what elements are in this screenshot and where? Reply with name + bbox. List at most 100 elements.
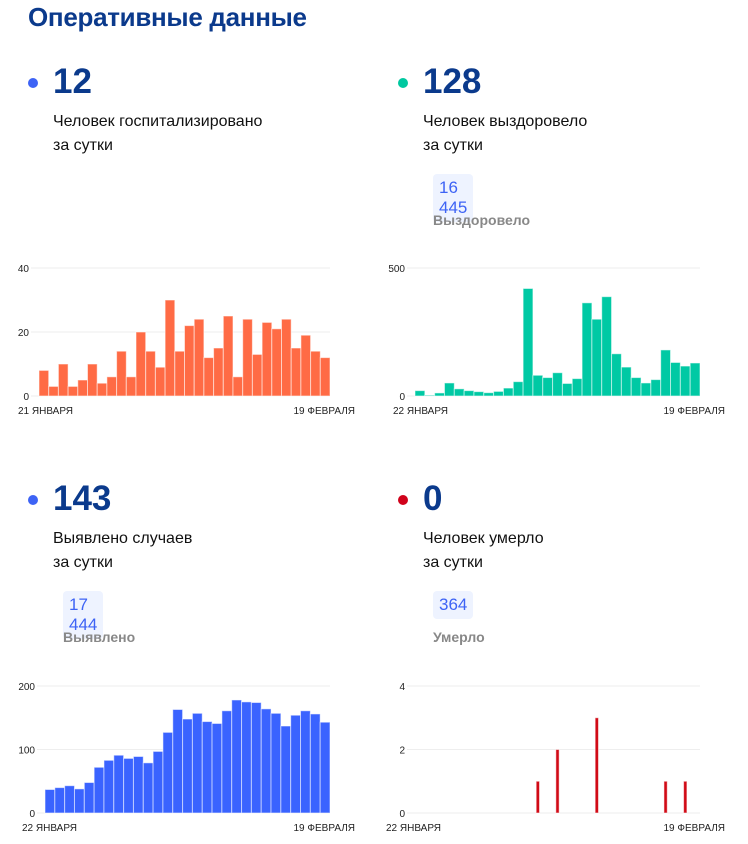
bar bbox=[290, 714, 302, 814]
bar bbox=[679, 365, 691, 397]
bar bbox=[67, 385, 79, 397]
bar bbox=[660, 349, 672, 397]
bar bbox=[48, 385, 59, 397]
bar bbox=[594, 717, 599, 814]
bar bbox=[280, 725, 292, 814]
total-badge: 364 bbox=[433, 591, 474, 619]
bar bbox=[443, 382, 455, 397]
bar bbox=[555, 749, 560, 814]
bar bbox=[213, 347, 224, 397]
dot-icon bbox=[28, 495, 38, 505]
x-end-label: 19 ФЕВРАЛЯ bbox=[293, 823, 355, 834]
total-badge: 17 444 bbox=[63, 591, 104, 639]
bar bbox=[77, 379, 89, 397]
bar bbox=[300, 710, 311, 814]
bar bbox=[493, 390, 504, 397]
bar bbox=[512, 381, 524, 397]
stat-description: Выявлено случаев за сутки bbox=[53, 527, 353, 575]
bar bbox=[193, 318, 205, 397]
desc-line: за сутки bbox=[53, 554, 113, 571]
stat-value: 0 bbox=[423, 479, 443, 518]
bar bbox=[201, 721, 213, 814]
stat-value: 128 bbox=[423, 62, 482, 101]
bar bbox=[242, 318, 253, 397]
bar bbox=[483, 392, 495, 397]
bar bbox=[142, 762, 154, 814]
y-tick-label: 0 bbox=[23, 392, 29, 403]
bar bbox=[135, 331, 147, 397]
bar bbox=[414, 390, 426, 397]
bar bbox=[453, 388, 465, 397]
bar bbox=[663, 780, 668, 814]
stat-value: 143 bbox=[53, 479, 112, 518]
page-title: Оперативные данные bbox=[28, 2, 307, 32]
bar bbox=[309, 713, 321, 814]
bar bbox=[251, 353, 263, 397]
bar bbox=[162, 731, 174, 814]
bar bbox=[260, 708, 272, 814]
bar bbox=[281, 318, 292, 397]
y-tick-label: 0 bbox=[399, 809, 405, 820]
bar bbox=[290, 347, 302, 397]
bar bbox=[125, 376, 137, 397]
stat-value: 12 bbox=[53, 62, 92, 101]
bar bbox=[222, 315, 234, 397]
x-end-label: 19 ФЕВРАЛЯ bbox=[663, 823, 725, 834]
bar bbox=[164, 299, 176, 397]
y-tick-label: 200 bbox=[18, 682, 35, 693]
total-label: Выявлено bbox=[63, 629, 136, 645]
desc-line: Выявлено случаев bbox=[53, 530, 193, 547]
dot-icon bbox=[398, 78, 408, 88]
bar bbox=[650, 379, 662, 397]
x-start-label: 22 ЯНВАРЯ bbox=[386, 823, 441, 834]
bar bbox=[116, 350, 127, 397]
bar-chart-1: 0 500 22 ЯНВАРЯ 19 ФЕВРАЛЯ bbox=[388, 264, 725, 417]
stat-description: Человек умерло за сутки bbox=[423, 527, 723, 575]
desc-line: за сутки bbox=[423, 554, 483, 571]
y-tick-label: 0 bbox=[29, 809, 35, 820]
bar bbox=[113, 754, 125, 814]
bar bbox=[154, 366, 166, 397]
bar bbox=[270, 712, 282, 814]
bar-chart-3: 0 2 4 22 ЯНВАРЯ 19 ФЕВРАЛЯ bbox=[386, 682, 725, 834]
bar bbox=[670, 361, 681, 397]
bar bbox=[300, 334, 312, 397]
bar bbox=[581, 302, 593, 397]
stat-description: Человек выздоровело за сутки bbox=[423, 110, 723, 158]
bar bbox=[535, 780, 541, 814]
bar bbox=[57, 363, 69, 397]
bar bbox=[561, 382, 573, 397]
bar bbox=[571, 378, 583, 397]
y-tick-label: 2 bbox=[399, 746, 405, 757]
bar bbox=[221, 710, 233, 814]
y-tick-label: 500 bbox=[388, 264, 405, 275]
bar bbox=[502, 387, 514, 397]
bar bbox=[463, 390, 475, 397]
bar bbox=[532, 374, 544, 397]
bar bbox=[424, 394, 436, 397]
bar bbox=[182, 718, 193, 814]
bar bbox=[44, 789, 56, 814]
bar bbox=[473, 391, 485, 397]
bar bbox=[319, 357, 331, 397]
x-end-label: 19 ФЕВРАЛЯ bbox=[663, 406, 725, 417]
y-tick-label: 4 bbox=[399, 682, 405, 693]
bar bbox=[271, 328, 282, 397]
x-end-label: 19 ФЕВРАЛЯ bbox=[293, 406, 355, 417]
y-tick-label: 100 bbox=[18, 746, 35, 757]
bar bbox=[522, 287, 534, 397]
bar bbox=[310, 350, 321, 397]
y-tick-label: 20 bbox=[18, 328, 30, 339]
bar bbox=[106, 376, 118, 397]
bar bbox=[54, 787, 66, 814]
bar bbox=[38, 369, 50, 397]
bar bbox=[103, 759, 115, 814]
dot-icon bbox=[398, 495, 408, 505]
bar bbox=[123, 757, 134, 814]
bar bbox=[601, 296, 613, 397]
stat-description: Человек госпитализировано за сутки bbox=[53, 110, 353, 158]
x-start-label: 22 ЯНВАРЯ bbox=[22, 823, 77, 834]
bar-chart-0: 0 20 40 21 ЯНВАРЯ 19 ФЕВРАЛЯ bbox=[18, 264, 355, 417]
x-start-label: 22 ЯНВАРЯ bbox=[393, 406, 448, 417]
